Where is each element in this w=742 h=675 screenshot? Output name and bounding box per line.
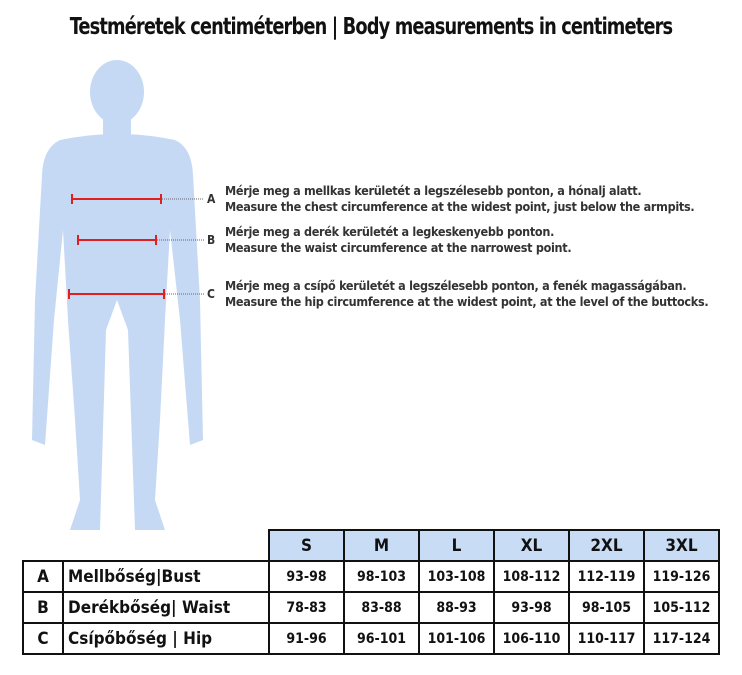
cell: 119-126 [643, 560, 720, 593]
cell: 110-117 [568, 622, 645, 655]
row-label: Derékbőség| Waist [62, 591, 270, 624]
instruction-en: Measure the waist circumference at the n… [225, 240, 572, 255]
marker-c: C [207, 287, 215, 301]
leader-lines [157, 198, 204, 295]
page-title: Testméretek centiméterben | Body measure… [69, 14, 673, 40]
cell: 93-98 [493, 591, 570, 624]
size-header: XL [493, 529, 570, 562]
row-label: Mellbőség|Bust [62, 560, 270, 593]
instruction-hip: Mérje meg a csípő kerületét a legszélese… [225, 278, 709, 310]
row-key: C [22, 622, 64, 655]
cell: 98-103 [343, 560, 420, 593]
size-header: 2XL [568, 529, 645, 562]
instruction-en: Measure the hip circumference at the wid… [225, 294, 709, 309]
cell: 98-105 [568, 591, 645, 624]
table-row: A Mellbőség|Bust 93-98 98-103 103-108 10… [22, 560, 720, 593]
cell: 105-112 [643, 591, 720, 624]
body-silhouette [32, 60, 203, 530]
instruction-hu: Mérje meg a csípő kerületét a legszélese… [225, 278, 687, 293]
table-row: B Derékbőség| Waist 78-83 83-88 88-93 93… [22, 591, 720, 624]
measure-lines [68, 194, 165, 299]
marker-b: B [207, 233, 216, 247]
cell: 88-93 [418, 591, 495, 624]
cell: 108-112 [493, 560, 570, 593]
cell: 101-106 [418, 622, 495, 655]
table-row: C Csípőbőség | Hip 91-96 96-101 101-106 … [22, 622, 720, 655]
row-label: Csípőbőség | Hip [62, 622, 270, 655]
size-table: S M L XL 2XL 3XL A Mellbőség|Bust 93-98 … [22, 529, 720, 655]
row-key: A [22, 560, 64, 593]
cell: 96-101 [343, 622, 420, 655]
marker-a: A [207, 192, 216, 206]
instruction-waist: Mérje meg a derék kerületét a legkeskeny… [225, 224, 572, 256]
cell: 91-96 [268, 622, 345, 655]
instruction-chest: Mérje meg a mellkas kerületét a legszéle… [225, 183, 695, 215]
size-header: M [343, 529, 420, 562]
size-header: S [268, 529, 345, 562]
cell: 117-124 [643, 622, 720, 655]
instruction-hu: Mérje meg a derék kerületét a legkeskeny… [225, 224, 555, 239]
cell: 83-88 [343, 591, 420, 624]
size-header: 3XL [643, 529, 720, 562]
header-row: S M L XL 2XL 3XL [23, 529, 720, 562]
cell: 112-119 [568, 560, 645, 593]
size-header: L [418, 529, 495, 562]
cell: 78-83 [268, 591, 345, 624]
cell: 106-110 [493, 622, 570, 655]
cell: 103-108 [418, 560, 495, 593]
instruction-en: Measure the chest circumference at the w… [225, 199, 695, 214]
instruction-hu: Mérje meg a mellkas kerületét a legszéle… [225, 183, 642, 198]
row-key: B [22, 591, 64, 624]
cell: 93-98 [268, 560, 345, 593]
